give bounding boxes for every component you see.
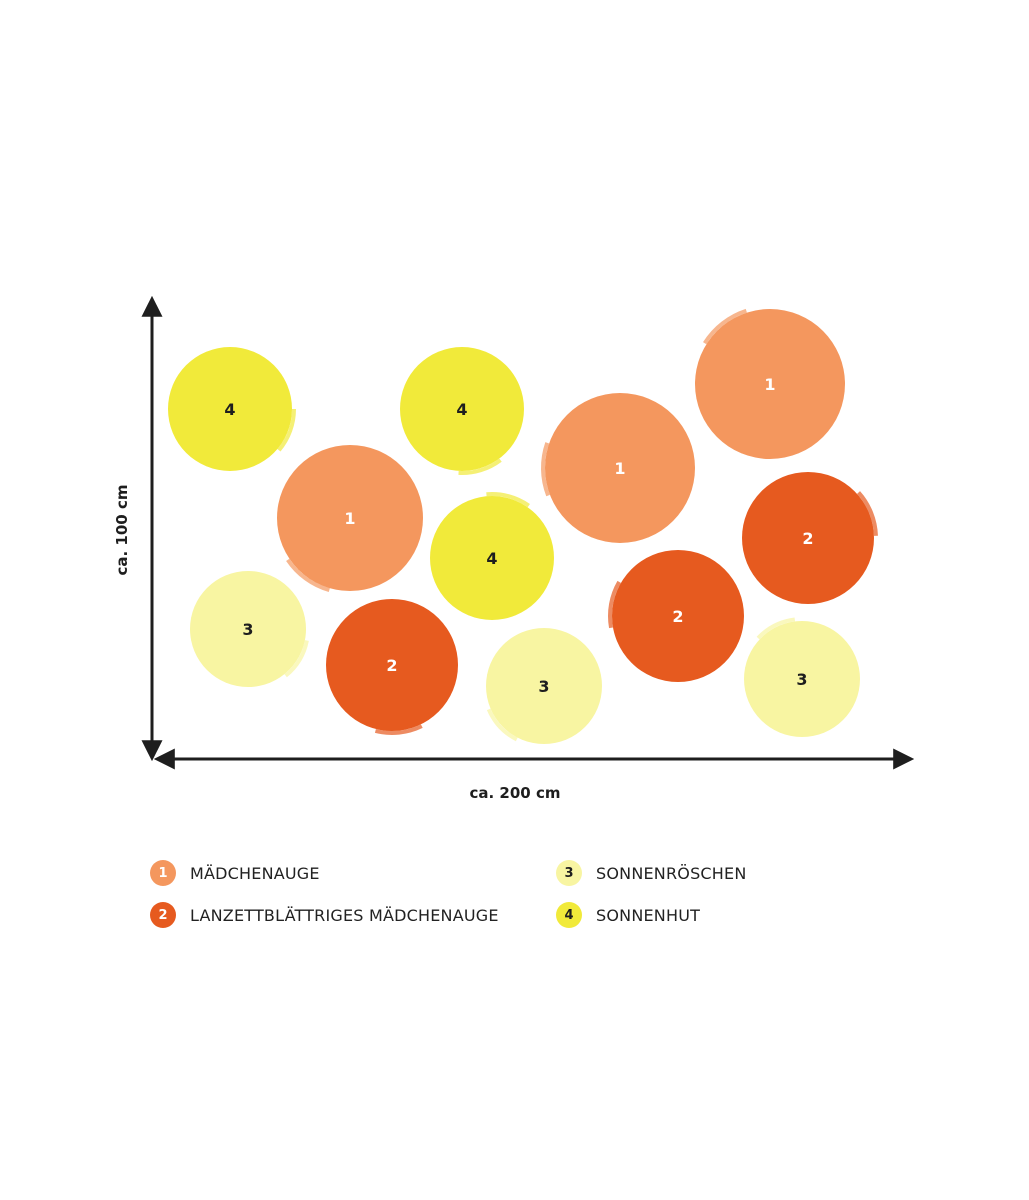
brush-stroke (608, 580, 621, 629)
plant-number: 4 (456, 400, 467, 419)
plant-circle (190, 571, 306, 687)
brush-stroke (486, 492, 530, 508)
plant-7: 2 (742, 472, 878, 604)
brush-stroke (458, 458, 502, 475)
plant-number: 1 (764, 375, 775, 394)
plant-11: 2 (608, 550, 744, 682)
plant-circle (430, 496, 554, 620)
plant-circle (277, 445, 423, 591)
legend-item-4: 4 SONNENHUT (556, 900, 700, 930)
plant-circle (400, 347, 524, 471)
plant-circle (545, 393, 695, 543)
plant-1: 4 (168, 347, 296, 471)
legend-label-4: SONNENHUT (596, 905, 701, 925)
plant-number: 1 (344, 509, 355, 528)
plant-2: 4 (400, 347, 524, 475)
plant-12: 3 (744, 617, 860, 737)
legend-label-1: MÄDCHENAUGE (190, 863, 320, 883)
brush-stroke (541, 442, 550, 497)
plant-number: 3 (796, 670, 807, 689)
plant-number: 3 (538, 677, 549, 696)
brush-stroke (374, 724, 423, 735)
brush-stroke (756, 617, 796, 640)
plants-layer: 4 4 1 1 1 4 2 3 2 3 2 3 (168, 308, 878, 744)
plant-6: 4 (430, 492, 554, 620)
planting-plan: 4 4 1 1 1 4 2 3 2 3 2 3 ca. 100 cm ca. 200 cm (113, 295, 915, 802)
plant-3: 1 (277, 445, 423, 593)
width-label: ca. 200 cm (470, 784, 561, 802)
plant-circle (168, 347, 292, 471)
plant-number: 3 (242, 620, 253, 639)
brush-stroke (277, 408, 296, 452)
legend-item-1: 1 MÄDCHENAUGE (150, 858, 320, 888)
plant-number: 4 (486, 549, 497, 568)
legend-badge-3: 3 (556, 860, 582, 886)
brush-stroke (486, 708, 518, 742)
plant-9: 2 (326, 599, 458, 735)
plant-number: 1 (614, 459, 625, 478)
plant-circle (695, 309, 845, 459)
brush-stroke (286, 558, 330, 593)
plant-circle (742, 472, 874, 604)
legend-badge-2: 2 (150, 902, 176, 928)
brush-stroke (857, 491, 878, 536)
plant-4: 1 (541, 393, 695, 543)
plant-number: 4 (224, 400, 235, 419)
plant-circle (486, 628, 602, 744)
legend-item-2: 2 LANZETTBLÄTTRIGES MÄDCHENAUGE (150, 900, 499, 930)
legend: 1 MÄDCHENAUGE 2 LANZETTBLÄTTRIGES MÄDCHE… (150, 858, 830, 938)
brush-stroke (284, 640, 309, 678)
plant-number: 2 (386, 656, 397, 675)
brush-stroke (703, 308, 747, 345)
legend-item-3: 3 SONNENRÖSCHEN (556, 858, 747, 888)
plant-circle (612, 550, 744, 682)
plant-circle (744, 621, 860, 737)
plant-10: 3 (486, 628, 602, 744)
plant-8: 3 (190, 571, 309, 687)
plant-circle (326, 599, 458, 731)
plant-5: 1 (695, 308, 845, 459)
legend-badge-1: 1 (150, 860, 176, 886)
legend-label-2: LANZETTBLÄTTRIGES MÄDCHENAUGE (190, 905, 499, 925)
legend-label-3: SONNENRÖSCHEN (596, 863, 747, 883)
legend-badge-4: 4 (556, 902, 582, 928)
height-label: ca. 100 cm (113, 485, 131, 576)
plant-number: 2 (802, 529, 813, 548)
plant-number: 2 (672, 607, 683, 626)
